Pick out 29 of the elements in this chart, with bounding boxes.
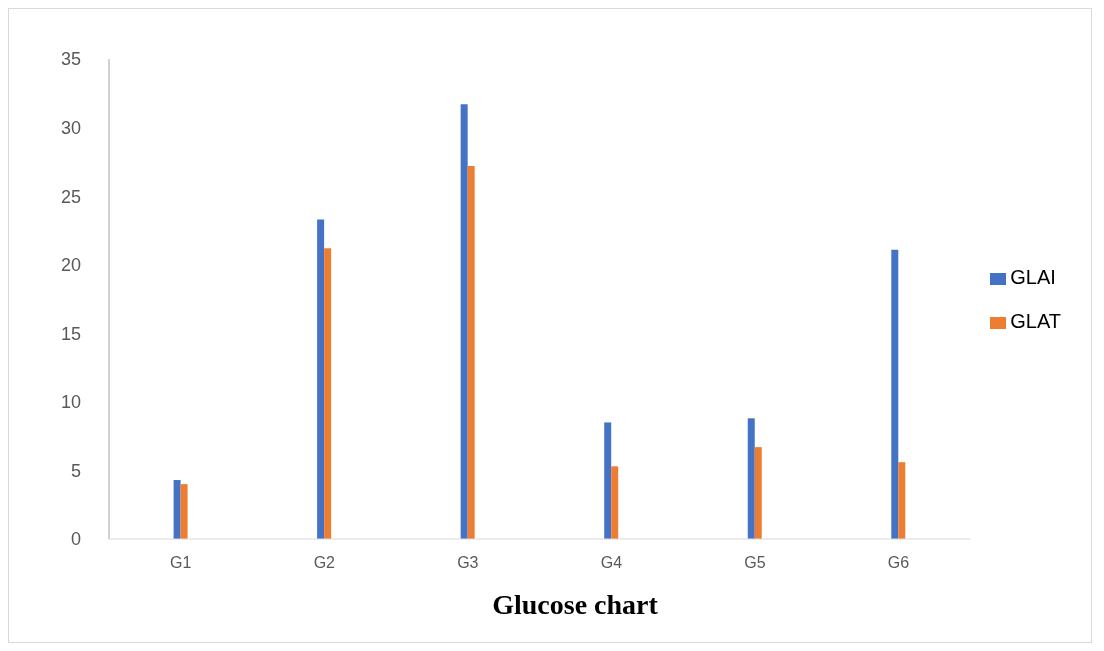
x-tick-label: G4 [600, 554, 623, 572]
y-tick-label: 15 [60, 323, 81, 344]
bar [891, 249, 899, 539]
bar [611, 466, 619, 539]
x-tick-label: G1 [170, 554, 192, 572]
y-tick-label: 20 [60, 255, 81, 276]
y-tick-label: 5 [70, 460, 81, 481]
bar [747, 418, 755, 539]
bar [317, 219, 325, 539]
legend-label: GLAT [1010, 310, 1061, 332]
bar [754, 447, 762, 539]
y-tick-label: 30 [60, 117, 81, 138]
bar [467, 165, 475, 539]
y-tick-label: 25 [60, 186, 81, 207]
bar [604, 422, 612, 539]
legend-label: GLAI [1010, 266, 1056, 288]
bar [324, 248, 332, 539]
x-tick-label: G5 [744, 554, 766, 572]
bar [173, 480, 181, 539]
x-tick-label: G3 [457, 554, 479, 572]
bar [898, 462, 906, 539]
y-tick-label: 10 [60, 392, 81, 413]
x-tick-label: G6 [887, 554, 910, 572]
x-tick-label: G2 [313, 554, 336, 572]
bar [180, 484, 188, 539]
y-tick-label: 0 [70, 529, 81, 550]
y-tick-label: 35 [60, 49, 81, 70]
text: Glucose chart [491, 589, 659, 621]
bar [460, 104, 468, 539]
